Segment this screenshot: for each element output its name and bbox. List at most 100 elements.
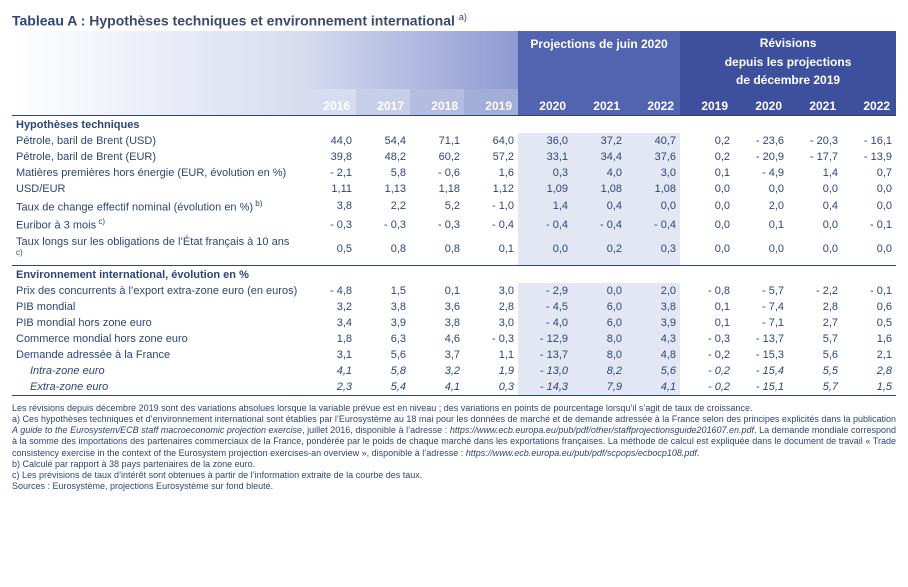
row-label: Pétrole, baril de Brent (EUR) bbox=[12, 149, 302, 165]
table-row: USD/EUR1,111,131,181,121,091,081,080,00,… bbox=[12, 181, 896, 197]
table-row: Taux longs sur les obligations de l’État… bbox=[12, 234, 896, 265]
cell: - 0,3 bbox=[302, 215, 356, 234]
cell: 71,1 bbox=[410, 133, 464, 149]
cell: - 2,2 bbox=[788, 283, 842, 299]
cell: - 4,5 bbox=[518, 299, 572, 315]
cell: - 2,9 bbox=[518, 283, 572, 299]
cell: 0,1 bbox=[464, 234, 518, 265]
cell: 2,3 bbox=[302, 379, 356, 396]
cell: 0,7 bbox=[842, 165, 896, 181]
cell: - 0,4 bbox=[626, 215, 680, 234]
cell: 3,8 bbox=[410, 315, 464, 331]
table-row: Extra-zone euro2,35,44,10,3- 14,37,94,1-… bbox=[12, 379, 896, 396]
cell: 0,1 bbox=[680, 315, 734, 331]
row-label: Intra-zone euro bbox=[12, 363, 302, 379]
row-label: Prix des concurrents à l’export extra-zo… bbox=[12, 283, 302, 299]
cell: - 0,3 bbox=[680, 331, 734, 347]
header-year: 2018 bbox=[410, 89, 464, 116]
cell: 0,3 bbox=[464, 379, 518, 396]
cell: 0,1 bbox=[734, 215, 788, 234]
cell: 3,2 bbox=[302, 299, 356, 315]
cell: 0,0 bbox=[734, 181, 788, 197]
cell: 5,8 bbox=[356, 165, 410, 181]
header-year: 2019 bbox=[464, 89, 518, 116]
cell: 5,8 bbox=[356, 363, 410, 379]
header-group-revisions-l3: de décembre 2019 bbox=[680, 71, 896, 89]
cell: 1,08 bbox=[626, 181, 680, 197]
cell: - 15,1 bbox=[734, 379, 788, 396]
cell: 1,5 bbox=[842, 379, 896, 396]
cell: 0,0 bbox=[842, 181, 896, 197]
cell: 4,3 bbox=[626, 331, 680, 347]
cell: 4,1 bbox=[302, 363, 356, 379]
cell: 5,7 bbox=[788, 331, 842, 347]
cell: 0,4 bbox=[788, 197, 842, 216]
cell: 3,6 bbox=[410, 299, 464, 315]
data-table: Projections de juin 2020Révisionsdepuis … bbox=[12, 31, 896, 397]
cell: 1,18 bbox=[410, 181, 464, 197]
cell: 2,8 bbox=[464, 299, 518, 315]
row-label: PIB mondial bbox=[12, 299, 302, 315]
cell: 0,2 bbox=[680, 133, 734, 149]
cell: - 0,1 bbox=[842, 283, 896, 299]
cell: 1,4 bbox=[788, 165, 842, 181]
header-year: 2021 bbox=[572, 89, 626, 116]
header-year: 2020 bbox=[518, 89, 572, 116]
cell: 7,9 bbox=[572, 379, 626, 396]
section-title: Environnement international, évolution e… bbox=[12, 265, 896, 283]
cell: 36,0 bbox=[518, 133, 572, 149]
cell: 0,1 bbox=[680, 299, 734, 315]
cell: - 0,3 bbox=[464, 331, 518, 347]
cell: - 15,3 bbox=[734, 347, 788, 363]
cell: 3,8 bbox=[302, 197, 356, 216]
cell: - 13,7 bbox=[734, 331, 788, 347]
cell: - 2,1 bbox=[302, 165, 356, 181]
table-row: Demande adressée à la France3,15,63,71,1… bbox=[12, 347, 896, 363]
footnote-sources: Sources : Eurosystème, projections Euros… bbox=[12, 481, 896, 492]
cell: 64,0 bbox=[464, 133, 518, 149]
cell: 2,1 bbox=[842, 347, 896, 363]
cell: 1,9 bbox=[464, 363, 518, 379]
cell: - 0,8 bbox=[680, 283, 734, 299]
title-label: Tableau A : bbox=[12, 13, 85, 29]
cell: - 4,9 bbox=[734, 165, 788, 181]
cell: - 13,9 bbox=[842, 149, 896, 165]
cell: - 13,0 bbox=[518, 363, 572, 379]
cell: 1,12 bbox=[464, 181, 518, 197]
cell: 3,9 bbox=[356, 315, 410, 331]
cell: 0,0 bbox=[518, 234, 572, 265]
cell: - 7,4 bbox=[734, 299, 788, 315]
header-year: 2022 bbox=[626, 89, 680, 116]
cell: 5,6 bbox=[788, 347, 842, 363]
cell: - 15,4 bbox=[734, 363, 788, 379]
cell: - 0,4 bbox=[572, 215, 626, 234]
cell: 8,0 bbox=[572, 331, 626, 347]
cell: 37,6 bbox=[626, 149, 680, 165]
header-year: 2021 bbox=[788, 89, 842, 116]
cell: 1,11 bbox=[302, 181, 356, 197]
table-row: Intra-zone euro4,15,83,21,9- 13,08,25,6-… bbox=[12, 363, 896, 379]
title-sup: a) bbox=[459, 12, 467, 22]
cell: 0,0 bbox=[734, 234, 788, 265]
cell: 0,5 bbox=[302, 234, 356, 265]
cell: 1,6 bbox=[842, 331, 896, 347]
cell: 1,1 bbox=[464, 347, 518, 363]
cell: 33,1 bbox=[518, 149, 572, 165]
table-row: Euribor à 3 mois c)- 0,3- 0,3- 0,3- 0,4-… bbox=[12, 215, 896, 234]
table-row: Prix des concurrents à l’export extra-zo… bbox=[12, 283, 896, 299]
cell: 3,0 bbox=[464, 283, 518, 299]
cell: 1,4 bbox=[518, 197, 572, 216]
header-year: 2022 bbox=[842, 89, 896, 116]
cell: 3,8 bbox=[626, 299, 680, 315]
cell: 4,1 bbox=[626, 379, 680, 396]
row-label: USD/EUR bbox=[12, 181, 302, 197]
cell: 1,13 bbox=[356, 181, 410, 197]
cell: - 0,4 bbox=[518, 215, 572, 234]
table-row: Pétrole, baril de Brent (USD)44,054,471,… bbox=[12, 133, 896, 149]
cell: 40,7 bbox=[626, 133, 680, 149]
cell: - 13,7 bbox=[518, 347, 572, 363]
cell: 60,2 bbox=[410, 149, 464, 165]
cell: 3,0 bbox=[464, 315, 518, 331]
cell: 4,0 bbox=[572, 165, 626, 181]
cell: 37,2 bbox=[572, 133, 626, 149]
